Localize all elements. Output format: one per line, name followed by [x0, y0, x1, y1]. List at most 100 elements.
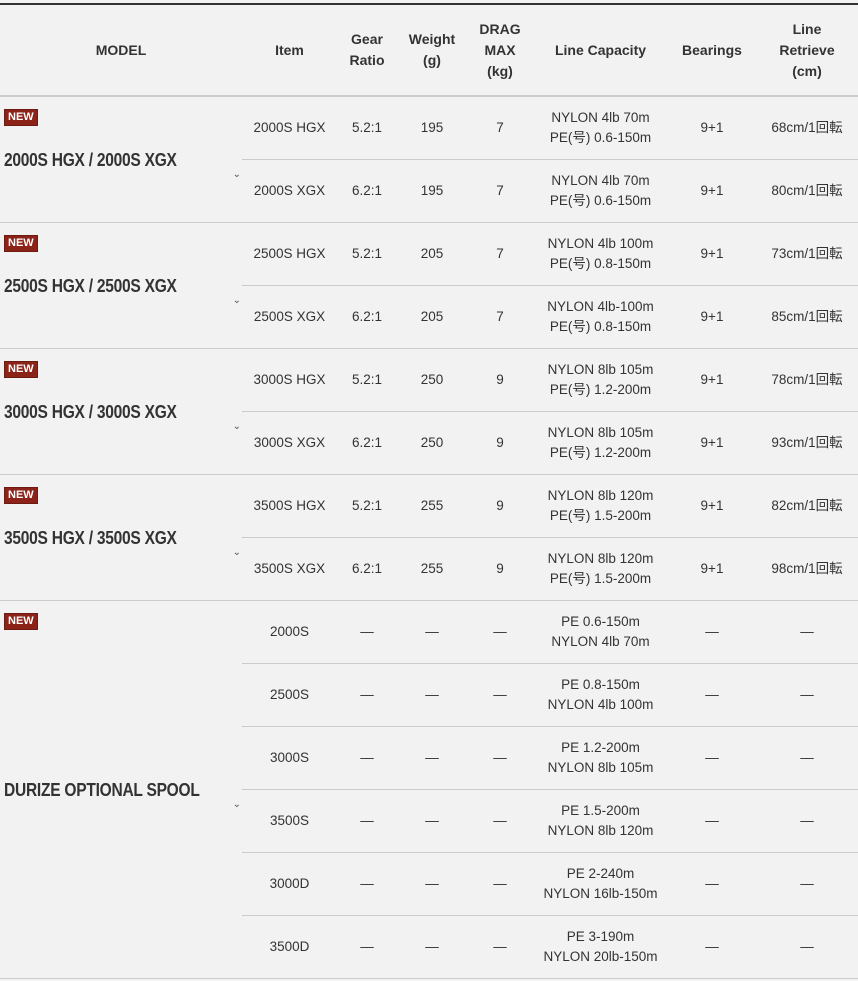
model-cell[interactable]: NEW DURIZE OPTIONAL SPOOL ⌄ [0, 600, 242, 979]
cell-weight: — [397, 852, 467, 916]
table-row: 2500S — — — PE 0.8-150m NYLON 4lb 100m — — [0, 663, 858, 727]
cell-line-retrieve: 93cm/1回転 [756, 411, 858, 475]
cell-weight: 195 [397, 159, 467, 223]
chevron-down-icon[interactable]: ⌄ [232, 168, 241, 180]
cell-bearings: 9+1 [668, 411, 756, 475]
cell-drag-max: — [467, 915, 533, 979]
cell-weight: 205 [397, 222, 467, 286]
cell-line-retrieve: 80cm/1回転 [756, 159, 858, 223]
cell-drag-max: 7 [467, 96, 533, 160]
table-row: 3000S XGX 6.2:1 250 9 NYLON 8lb 105m PE(号) 1… [0, 411, 858, 475]
cell-gear-ratio: 6.2:1 [337, 537, 397, 601]
chevron-down-icon[interactable]: ⌄ [232, 798, 241, 810]
cell-bearings: — [668, 915, 756, 979]
new-badge: NEW [4, 235, 38, 252]
cell-item: 3500S XGX [242, 537, 337, 601]
header-gear-ratio: Gear Ratio [337, 5, 397, 97]
cell-weight: — [397, 600, 467, 664]
chevron-down-icon[interactable]: ⌄ [232, 420, 241, 432]
new-badge: NEW [4, 487, 38, 504]
cell-line-capacity: PE 1.2-200m NYLON 8lb 105m [533, 726, 668, 790]
cell-line-capacity: PE 0.6-150m NYLON 4lb 70m [533, 600, 668, 664]
model-cell[interactable]: NEW 3500S HGX / 3500S XGX ⌄ [0, 474, 242, 601]
cell-drag-max: — [467, 663, 533, 727]
cell-gear-ratio: — [337, 789, 397, 853]
cell-bearings: — [668, 852, 756, 916]
cell-line-retrieve: 68cm/1回転 [756, 96, 858, 160]
cell-item: 3000S XGX [242, 411, 337, 475]
header-drag-max: DRAG MAX (kg) [467, 5, 533, 97]
table-row: 2500S XGX 6.2:1 205 7 NYLON 4lb-100m PE(号) 0… [0, 285, 858, 349]
table-row: 3000S — — — PE 1.2-200m NYLON 8lb 105m — — [0, 726, 858, 790]
cell-item: 3000S HGX [242, 348, 337, 412]
model-name: 3500S HGX / 3500S XGX [4, 526, 177, 548]
cell-item: 2500S XGX [242, 285, 337, 349]
model-name: 3000S HGX / 3000S XGX [4, 400, 177, 422]
table-row: 3500D — — — PE 3-190m NYLON 20lb-150m — — [0, 915, 858, 979]
table-row: 3000D — — — PE 2-240m NYLON 16lb-150m — — [0, 852, 858, 916]
table-row: NEW 2500S HGX / 2500S XGX ⌄ 2500S HGX 5.2:1 2… [0, 222, 858, 349]
cell-gear-ratio: — [337, 726, 397, 790]
cell-item: 3500S [242, 789, 337, 853]
table-row: NEW 2000S HGX / 2000S XGX ⌄ 2000S HGX 5.2:1 1… [0, 96, 858, 223]
cell-weight: 255 [397, 474, 467, 538]
cell-line-retrieve: — [756, 789, 858, 853]
spec-table-container: MODEL Item Gear Ratio Weight (g) DRAG MAX (k… [0, 3, 858, 979]
cell-bearings: 9+1 [668, 96, 756, 160]
cell-line-retrieve: 73cm/1回転 [756, 222, 858, 286]
cell-weight: 255 [397, 537, 467, 601]
cell-gear-ratio: — [337, 663, 397, 727]
table-row: NEW 3000S HGX / 3000S XGX ⌄ 3000S HGX 5.2:1 2… [0, 348, 858, 475]
chevron-down-icon[interactable]: ⌄ [232, 546, 241, 558]
new-badge: NEW [4, 613, 38, 630]
cell-line-capacity: NYLON 4lb 100m PE(号) 0.8-150m [533, 222, 668, 286]
model-cell[interactable]: NEW 3000S HGX / 3000S XGX ⌄ [0, 348, 242, 475]
cell-weight: 195 [397, 96, 467, 160]
cell-weight: — [397, 726, 467, 790]
cell-line-capacity: PE 0.8-150m NYLON 4lb 100m [533, 663, 668, 727]
cell-bearings: — [668, 600, 756, 664]
cell-line-retrieve: — [756, 726, 858, 790]
table-row: 3500S — — — PE 1.5-200m NYLON 8lb 120m — — [0, 789, 858, 853]
spec-table: MODEL Item Gear Ratio Weight (g) DRAG MAX (k… [0, 5, 858, 979]
cell-bearings: 9+1 [668, 222, 756, 286]
cell-item: 3500D [242, 915, 337, 979]
cell-line-capacity: PE 1.5-200m NYLON 8lb 120m [533, 789, 668, 853]
model-name: 2500S HGX / 2500S XGX [4, 274, 177, 296]
cell-gear-ratio: — [337, 852, 397, 916]
cell-weight: — [397, 663, 467, 727]
header-item: Item [242, 5, 337, 97]
cell-bearings: — [668, 789, 756, 853]
cell-bearings: 9+1 [668, 537, 756, 601]
chevron-down-icon[interactable]: ⌄ [232, 294, 241, 306]
cell-line-retrieve: 82cm/1回転 [756, 474, 858, 538]
cell-line-capacity: NYLON 8lb 120m PE(号) 1.5-200m [533, 474, 668, 538]
table-row: NEW DURIZE OPTIONAL SPOOL ⌄ 2000S — — — PE 0.6-… [0, 600, 858, 979]
model-cell[interactable]: NEW 2000S HGX / 2000S XGX ⌄ [0, 96, 242, 223]
cell-gear-ratio: 5.2:1 [337, 348, 397, 412]
cell-drag-max: 7 [467, 285, 533, 349]
header-weight: Weight (g) [397, 5, 467, 97]
cell-item: 2000S XGX [242, 159, 337, 223]
cell-drag-max: — [467, 789, 533, 853]
cell-weight: 250 [397, 411, 467, 475]
table-row: 3500S XGX 6.2:1 255 9 NYLON 8lb 120m PE(号) 1… [0, 537, 858, 601]
cell-drag-max: 9 [467, 411, 533, 475]
cell-drag-max: 7 [467, 159, 533, 223]
cell-bearings: — [668, 663, 756, 727]
model-name: DURIZE OPTIONAL SPOOL [4, 778, 200, 800]
cell-bearings: 9+1 [668, 159, 756, 223]
cell-line-capacity: NYLON 8lb 105m PE(号) 1.2-200m [533, 411, 668, 475]
cell-gear-ratio: — [337, 915, 397, 979]
model-name: 2000S HGX / 2000S XGX [4, 148, 177, 170]
cell-drag-max: 7 [467, 222, 533, 286]
new-badge: NEW [4, 361, 38, 378]
cell-line-capacity: PE 3-190m NYLON 20lb-150m [533, 915, 668, 979]
cell-gear-ratio: 5.2:1 [337, 474, 397, 538]
cell-bearings: — [668, 726, 756, 790]
cell-drag-max: — [467, 600, 533, 664]
cell-item: 3500S HGX [242, 474, 337, 538]
model-cell[interactable]: NEW 2500S HGX / 2500S XGX ⌄ [0, 222, 242, 349]
cell-item: 2500S HGX [242, 222, 337, 286]
cell-bearings: 9+1 [668, 285, 756, 349]
